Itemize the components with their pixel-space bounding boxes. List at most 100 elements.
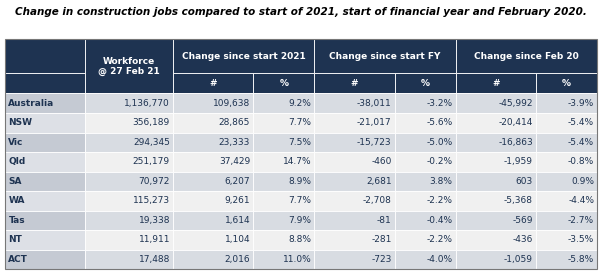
Text: -21,017: -21,017 (357, 118, 392, 127)
Bar (314, 250, 395, 269)
Text: -0.8%: -0.8% (568, 157, 594, 166)
Bar (536, 132, 597, 152)
Bar (173, 39, 314, 73)
Text: 7.7%: 7.7% (288, 196, 311, 205)
Bar (456, 152, 536, 172)
Bar (253, 230, 314, 250)
Text: -0.4%: -0.4% (427, 216, 453, 225)
Bar (456, 191, 536, 211)
Bar (314, 73, 395, 94)
Text: 17,488: 17,488 (138, 255, 170, 264)
Bar (395, 73, 456, 94)
Bar (85, 152, 173, 172)
Bar (395, 94, 456, 113)
Text: -5.4%: -5.4% (568, 138, 594, 147)
Text: -569: -569 (512, 216, 533, 225)
Bar (173, 113, 253, 132)
Bar (314, 152, 395, 172)
Text: -4.4%: -4.4% (568, 196, 594, 205)
Text: 7.5%: 7.5% (288, 138, 311, 147)
Bar (85, 113, 173, 132)
Text: 356,189: 356,189 (132, 118, 170, 127)
Text: ACT: ACT (8, 255, 28, 264)
Bar (536, 191, 597, 211)
Bar (253, 250, 314, 269)
Text: -16,863: -16,863 (498, 138, 533, 147)
Text: NSW: NSW (8, 118, 33, 127)
Text: -81: -81 (377, 216, 392, 225)
Text: -5.0%: -5.0% (427, 138, 453, 147)
Bar (536, 211, 597, 230)
Text: -2,708: -2,708 (363, 196, 392, 205)
Bar (85, 211, 173, 230)
Text: 19,338: 19,338 (138, 216, 170, 225)
Text: #: # (209, 79, 217, 88)
Text: -1,059: -1,059 (504, 255, 533, 264)
Text: -1,959: -1,959 (504, 157, 533, 166)
Bar (314, 39, 456, 73)
Bar (314, 94, 395, 113)
Bar (5, 211, 85, 230)
Bar (456, 172, 536, 191)
Bar (5, 152, 85, 172)
Bar (395, 191, 456, 211)
Text: -3.2%: -3.2% (427, 99, 453, 108)
Text: 2,016: 2,016 (225, 255, 250, 264)
Bar (253, 113, 314, 132)
Bar (253, 172, 314, 191)
Text: 294,345: 294,345 (133, 138, 170, 147)
Bar (395, 132, 456, 152)
Text: %: % (279, 79, 288, 88)
Text: %: % (562, 79, 571, 88)
Text: 7.9%: 7.9% (288, 216, 311, 225)
Text: 37,429: 37,429 (219, 157, 250, 166)
Bar (536, 172, 597, 191)
Text: SA: SA (8, 177, 22, 186)
Bar (253, 73, 314, 94)
Text: 1,614: 1,614 (225, 216, 250, 225)
Bar (5, 39, 597, 269)
Text: 11,911: 11,911 (138, 236, 170, 245)
Bar (173, 73, 253, 94)
Bar (253, 132, 314, 152)
Bar (536, 94, 597, 113)
Text: Qld: Qld (8, 157, 26, 166)
Bar (536, 230, 597, 250)
Bar (5, 39, 85, 73)
Text: Change since start FY: Change since start FY (329, 52, 441, 61)
Bar (456, 230, 536, 250)
Text: Change in construction jobs compared to start of 2021, start of financial year a: Change in construction jobs compared to … (15, 7, 587, 17)
Text: 11.0%: 11.0% (282, 255, 311, 264)
Bar (85, 230, 173, 250)
Bar (395, 230, 456, 250)
Text: -281: -281 (371, 236, 392, 245)
Text: Australia: Australia (8, 99, 55, 108)
Text: 70,972: 70,972 (138, 177, 170, 186)
Bar (456, 73, 536, 94)
Bar (85, 191, 173, 211)
Bar (5, 191, 85, 211)
Bar (536, 113, 597, 132)
Text: -460: -460 (371, 157, 392, 166)
Bar (173, 152, 253, 172)
Bar (173, 230, 253, 250)
Text: -38,011: -38,011 (357, 99, 392, 108)
Text: 23,333: 23,333 (219, 138, 250, 147)
Bar (173, 250, 253, 269)
Bar (456, 113, 536, 132)
Text: WA: WA (8, 196, 25, 205)
Bar (253, 94, 314, 113)
Bar (314, 132, 395, 152)
Text: 7.7%: 7.7% (288, 118, 311, 127)
Text: -45,992: -45,992 (498, 99, 533, 108)
Text: #: # (492, 79, 500, 88)
Bar (536, 73, 597, 94)
Text: -5,368: -5,368 (504, 196, 533, 205)
Bar (395, 113, 456, 132)
Bar (5, 73, 85, 94)
Text: -5.4%: -5.4% (568, 118, 594, 127)
Bar (173, 94, 253, 113)
Bar (173, 172, 253, 191)
Text: %: % (421, 79, 430, 88)
Text: -3.5%: -3.5% (568, 236, 594, 245)
